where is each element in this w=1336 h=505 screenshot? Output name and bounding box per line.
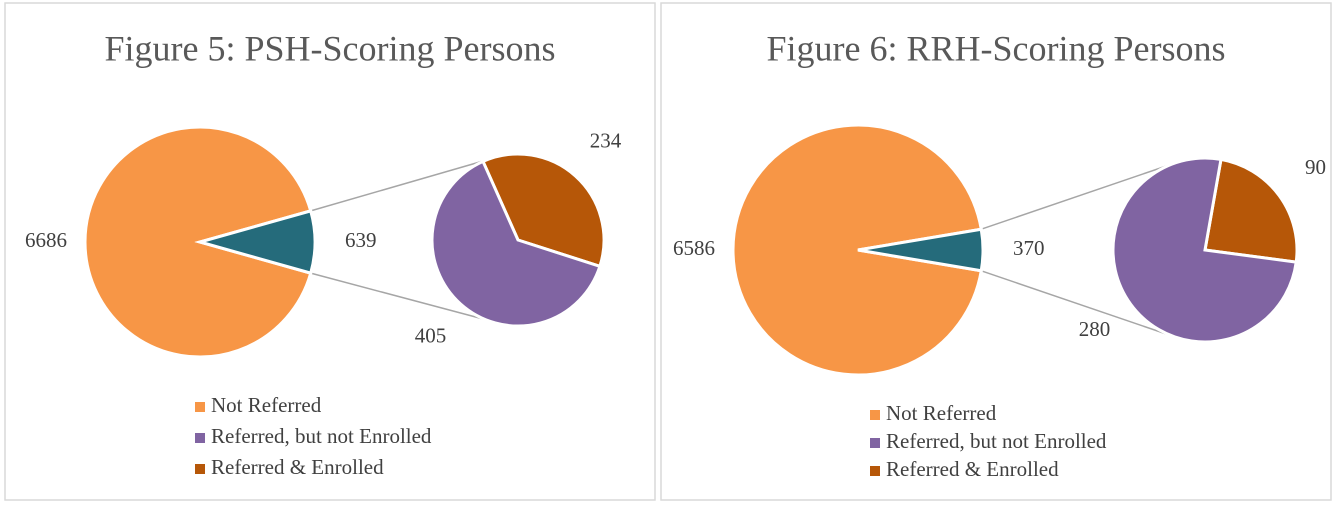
legend-swatch [195, 402, 205, 412]
legend-label: Referred & Enrolled [211, 455, 384, 479]
connector [981, 164, 1169, 230]
connector [310, 160, 484, 212]
connector [310, 272, 484, 320]
data-label: 234 [590, 128, 622, 152]
legend-swatch [195, 433, 205, 443]
data-label: 639 [345, 228, 377, 252]
chart-title: Figure 5: PSH-Scoring Persons [104, 28, 555, 68]
data-label: 90 [1305, 155, 1326, 179]
pie-slice [481, 152, 606, 269]
legend-label: Referred, but not Enrolled [211, 424, 432, 448]
data-label: 6686 [25, 228, 67, 252]
legend-swatch [195, 464, 205, 474]
pie-slice [857, 227, 985, 273]
pie-slice [194, 209, 317, 275]
panel [4, 2, 656, 501]
legend-swatch [870, 466, 880, 476]
legend-swatch [870, 410, 880, 420]
chart-title: Figure 6: RRH-Scoring Persons [767, 28, 1226, 68]
data-label: 6586 [673, 236, 715, 260]
legend-label: Not Referred [211, 393, 322, 417]
pie-slice [1111, 156, 1298, 344]
data-label: 280 [1079, 317, 1111, 341]
legend-swatch [870, 438, 880, 448]
data-label: 370 [1013, 236, 1045, 260]
data-label: 405 [415, 323, 447, 347]
pie-slice [430, 159, 602, 328]
pie-slice [731, 123, 983, 377]
legend-label: Referred, but not Enrolled [886, 429, 1107, 453]
panel [660, 2, 1332, 501]
pie-slice [1203, 157, 1299, 264]
legend-label: Not Referred [886, 401, 997, 425]
legend-label: Referred & Enrolled [886, 457, 1059, 481]
connector [981, 270, 1169, 336]
